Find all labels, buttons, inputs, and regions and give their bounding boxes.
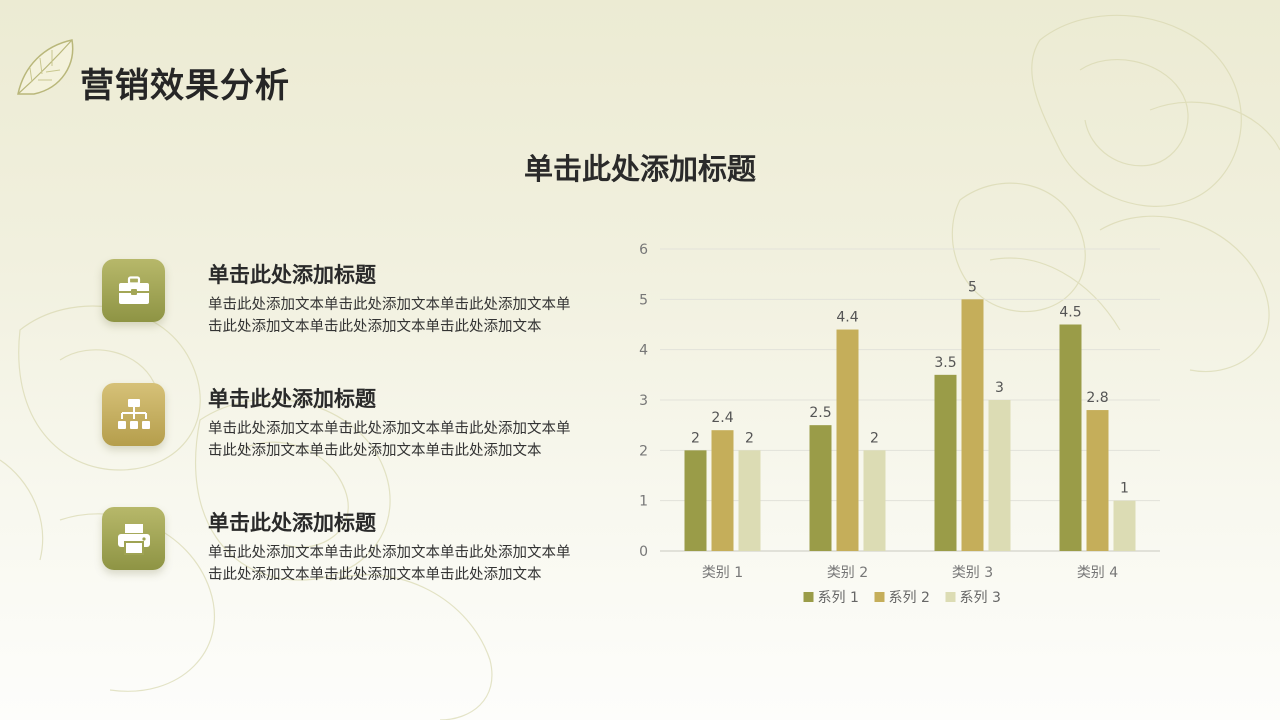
bar <box>863 450 886 551</box>
data-label: 2.5 <box>809 405 831 421</box>
feature-title: 单击此处添加标题 <box>208 387 376 411</box>
data-label: 3 <box>995 380 1004 396</box>
data-label: 1 <box>1120 481 1129 497</box>
feature-text: 单击此处添加文本单击此处添加文本单击此处添加文本单击此处添加文本单击此处添加文本… <box>208 421 571 459</box>
feature-title: 单击此处添加标题 <box>208 511 376 535</box>
bar <box>738 450 761 551</box>
legend-label: 系列 3 <box>960 590 1001 606</box>
y-tick-label: 2 <box>639 443 648 459</box>
bar <box>1113 500 1136 551</box>
y-tick-label: 5 <box>639 292 648 308</box>
feature-text: 单击此处添加文本单击此处添加文本单击此处添加文本单击此处添加文本单击此处添加文本… <box>208 297 571 335</box>
bar <box>934 374 957 551</box>
legend-label: 系列 1 <box>818 590 859 606</box>
page-title: 营销效果分析 <box>80 66 290 106</box>
y-tick-label: 0 <box>639 544 648 560</box>
y-tick-label: 6 <box>639 242 648 258</box>
legend-swatch <box>945 592 956 602</box>
x-tick-label: 类别 4 <box>1077 565 1118 581</box>
y-tick-label: 3 <box>639 393 648 409</box>
legend-swatch <box>803 592 814 602</box>
y-tick-label: 4 <box>639 343 648 359</box>
bar-chart: 0 1 2 3 4 5 6 2 2.4 2 类别 1 2.5 4.4 2 类别 2 3.5 5 3 类别 3 4.5 2… <box>639 242 1160 606</box>
feature-text: 单击此处添加文本单击此处添加文本单击此处添加文本单击此处添加文本单击此处添加文本… <box>208 545 571 583</box>
section-title: 单击此处添加标题 <box>523 152 756 186</box>
data-label: 2 <box>870 430 879 446</box>
x-tick-label: 类别 3 <box>952 565 993 581</box>
legend-label: 系列 2 <box>889 590 930 606</box>
bar <box>684 450 707 551</box>
x-tick-label: 类别 1 <box>702 565 743 581</box>
data-label: 4.5 <box>1059 305 1081 321</box>
bar <box>988 400 1011 551</box>
y-tick-label: 1 <box>639 494 648 510</box>
data-label: 2 <box>691 430 700 446</box>
feature-title: 单击此处添加标题 <box>208 263 376 287</box>
data-label: 2.8 <box>1086 390 1108 406</box>
data-label: 5 <box>968 279 977 295</box>
bar <box>961 299 984 551</box>
bar <box>809 425 832 551</box>
briefcase-icon <box>102 259 165 322</box>
data-label: 4.4 <box>836 310 858 326</box>
org-chart-icon <box>102 383 165 446</box>
bar <box>1059 324 1082 551</box>
legend-swatch <box>874 592 885 602</box>
bar <box>1086 410 1109 551</box>
leaf-logo-icon <box>17 39 74 95</box>
bar <box>836 329 859 551</box>
bar <box>711 430 734 551</box>
data-label: 2.4 <box>711 410 733 426</box>
x-tick-label: 类别 2 <box>827 565 868 581</box>
data-label: 2 <box>745 430 754 446</box>
printer-icon <box>102 507 165 570</box>
data-label: 3.5 <box>934 355 956 371</box>
